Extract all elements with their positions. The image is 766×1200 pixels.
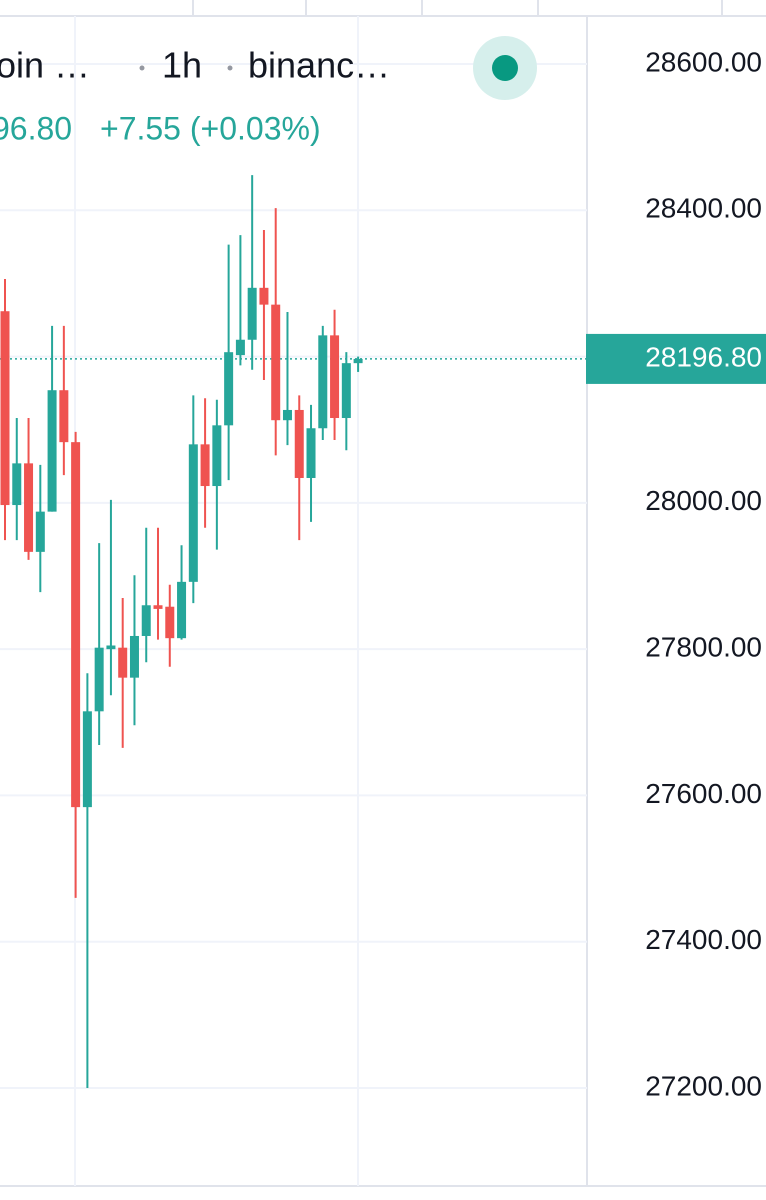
price: 96.80 <box>0 110 72 146</box>
separator <box>227 65 233 71</box>
candle-body <box>129 635 139 678</box>
candle-body <box>47 390 57 512</box>
candle-body <box>224 352 234 426</box>
candles <box>0 175 363 1088</box>
y-tick-label: 27200.00 <box>645 1070 762 1101</box>
candle-body <box>212 425 222 487</box>
y-tick-label: 28400.00 <box>645 193 762 224</box>
candle-body <box>153 605 163 609</box>
candle-body <box>330 335 340 419</box>
candle-body <box>259 287 269 305</box>
candle-body <box>0 311 10 506</box>
y-tick-label: 27600.00 <box>645 778 762 809</box>
candle-body <box>177 581 187 639</box>
symbol: oin … <box>0 45 90 86</box>
candle-body <box>318 335 328 429</box>
candle-body <box>353 358 363 364</box>
price-axis: 27200.00 27400.00 27600.00 27800.00 28000.00… <box>586 46 766 1101</box>
candle-body <box>341 363 351 419</box>
candle-body <box>141 605 151 636</box>
candle-body <box>306 428 316 478</box>
candle-body <box>71 442 81 808</box>
candle-body <box>118 647 128 678</box>
price-label-bg <box>586 333 766 384</box>
exchange: binanc… <box>248 45 390 86</box>
candle-body <box>94 647 104 712</box>
y-tick-label: 27800.00 <box>645 632 762 663</box>
interval: 1h <box>162 45 202 86</box>
y-tick-label: 27400.00 <box>645 924 762 955</box>
price-label: 28196.80 <box>645 341 762 372</box>
change: +7.55 (+0.03%) <box>100 110 321 146</box>
candle-body <box>271 304 281 421</box>
y-tick-label: 28600.00 <box>645 46 762 77</box>
candle-body <box>82 711 92 808</box>
candle-body <box>35 511 45 552</box>
candle-body <box>200 444 210 487</box>
candle-body <box>12 463 22 506</box>
candle-body <box>235 339 245 356</box>
legend: oin … 1h binanc… 96.80 +7.55 (+0.03%) <box>0 36 537 146</box>
candle-body <box>59 390 69 443</box>
candle-body <box>24 463 34 552</box>
separator <box>139 65 145 71</box>
candle-body <box>282 409 292 421</box>
candle-body <box>188 444 198 582</box>
y-tick-label: 28000.00 <box>645 485 762 516</box>
candle-body <box>247 287 257 340</box>
candle-body <box>294 409 304 478</box>
status-dot[interactable] <box>492 55 518 81</box>
candle-body <box>106 645 116 650</box>
candle-body <box>165 606 175 639</box>
